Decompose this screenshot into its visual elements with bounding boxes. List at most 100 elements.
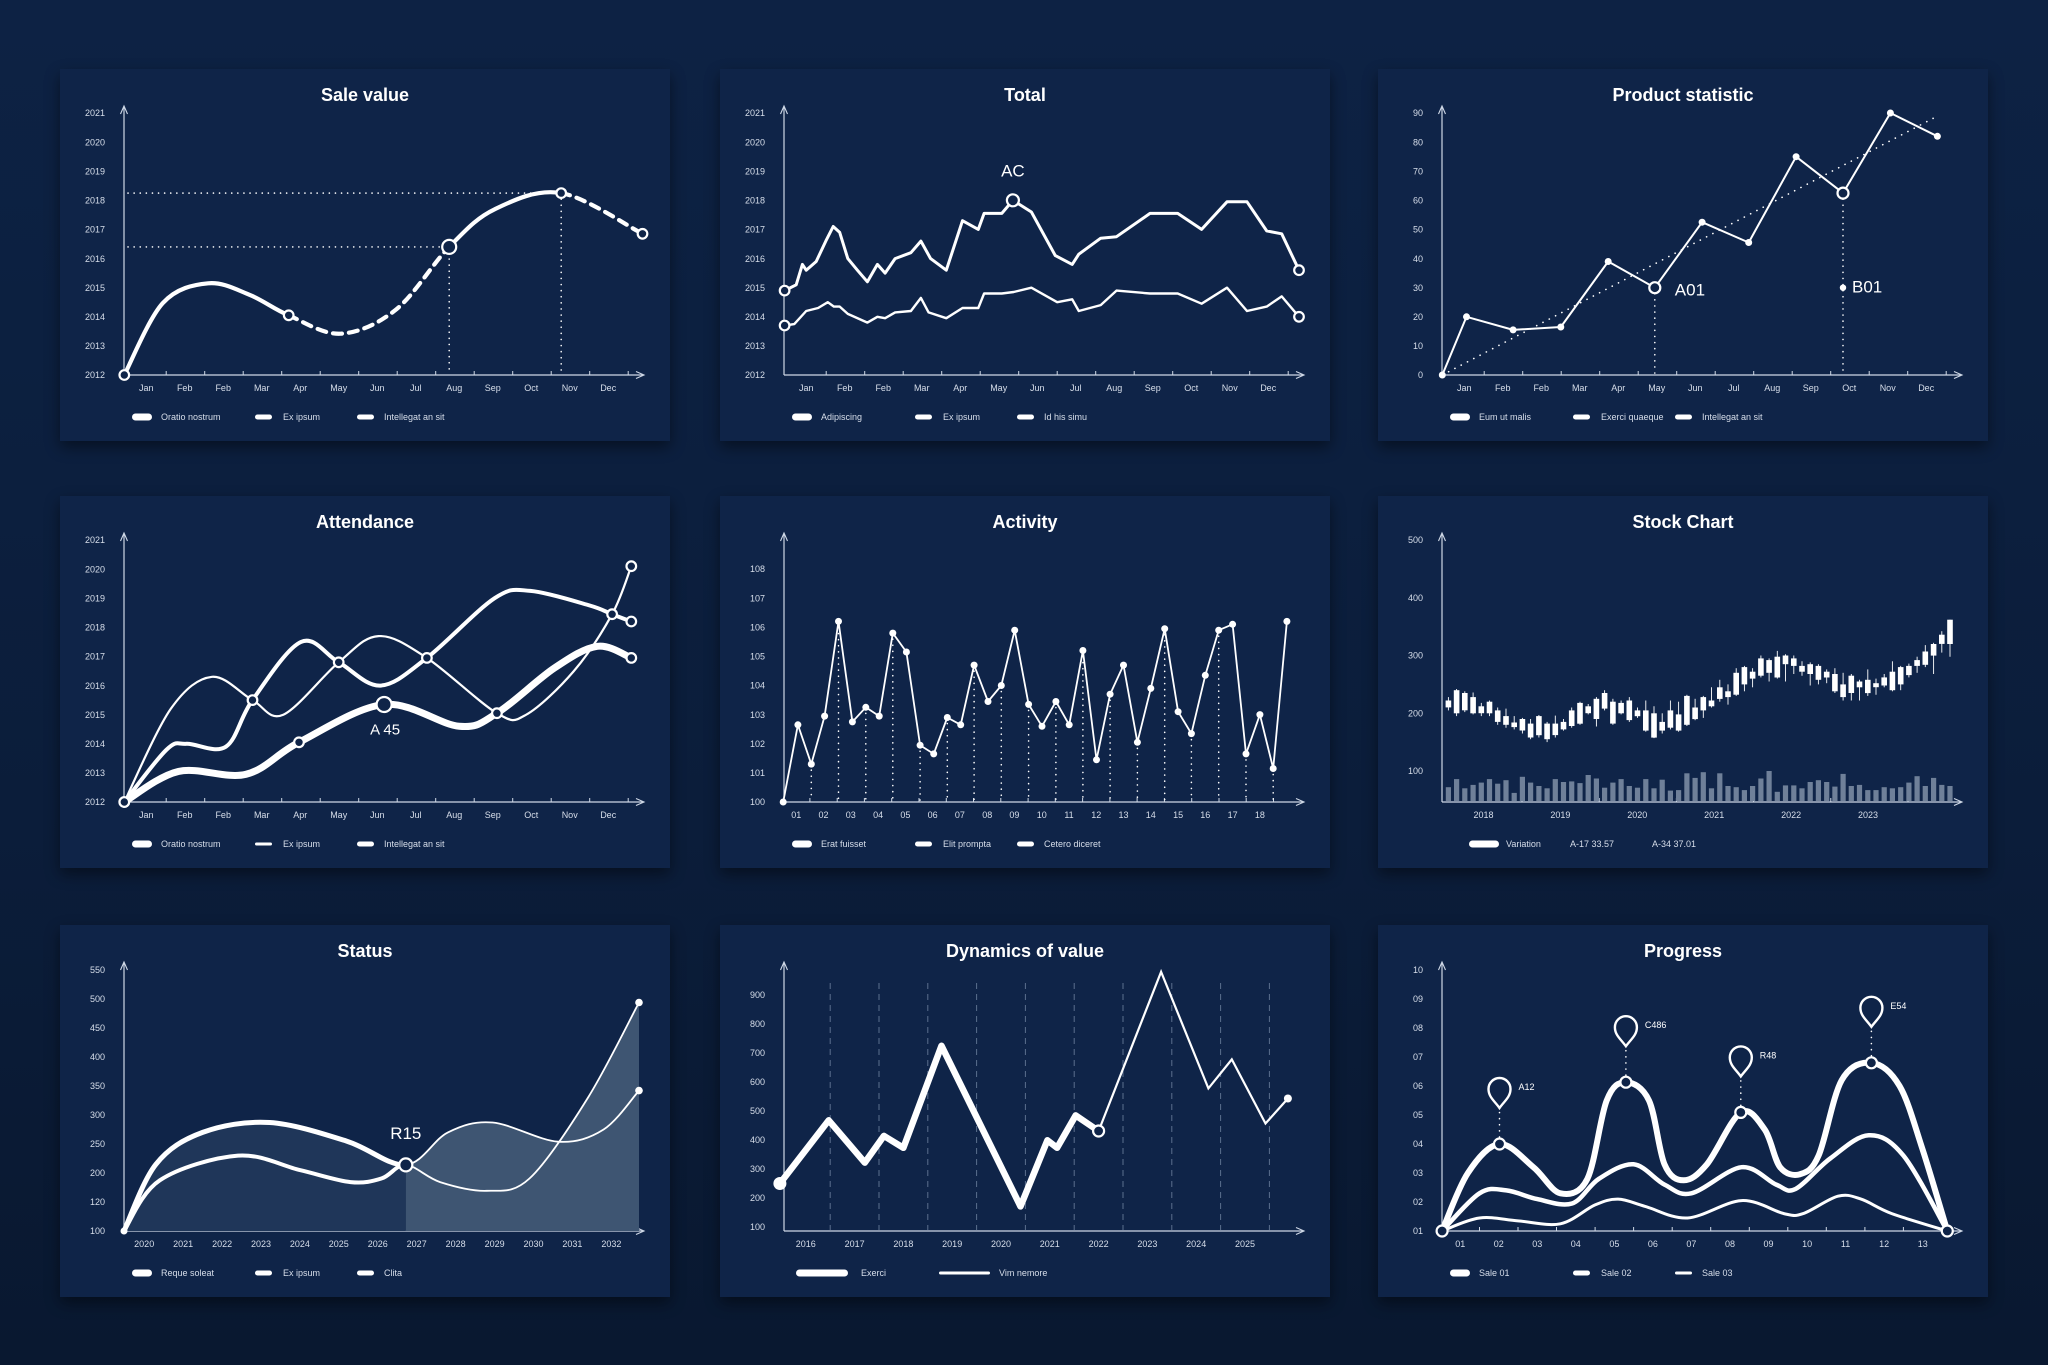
volume-bar [1585, 775, 1591, 801]
data-point [1438, 371, 1446, 379]
data-point [1133, 738, 1141, 746]
map-pin-icon [1613, 1015, 1639, 1049]
data-point [1242, 750, 1250, 758]
legend: Oratio nostrum Ex ipsum Intellegat an sit [132, 839, 445, 849]
y-tick-label: 400 [750, 1135, 765, 1145]
chart-panel-attendance: Attendance 2012 2013 2014 2015 2016 2017 2018 20… [60, 496, 670, 868]
x-tick-label: Jul [1070, 383, 1082, 393]
candle-body [1930, 644, 1937, 656]
x-tick-label: Feb [837, 383, 853, 393]
legend-label: Oratio nostrum [161, 412, 221, 422]
plot-area: R15 [120, 998, 643, 1235]
start-dot [773, 1177, 787, 1190]
candle-body [1832, 674, 1838, 692]
map-pin-icon [1728, 1045, 1754, 1079]
candle-body [1873, 683, 1879, 688]
chart-title: Stock Chart [1632, 512, 1733, 532]
candle-body [1758, 658, 1764, 676]
x-tick-label: Apr [1611, 383, 1625, 393]
legend-label: Sale 01 [1479, 1268, 1510, 1278]
candle-body [1725, 691, 1731, 698]
legend-label: Sale 02 [1601, 1268, 1632, 1278]
y-tick-label: 300 [1408, 651, 1423, 661]
volume-bar [1577, 783, 1583, 801]
volume-bar [1939, 784, 1945, 801]
volume-bar [1445, 787, 1451, 801]
data-marker [1293, 310, 1305, 323]
candle-body [1601, 693, 1608, 709]
data-point [1038, 722, 1046, 730]
data-marker [778, 284, 791, 297]
chart-title: Progress [1644, 941, 1722, 961]
candle-body [1634, 710, 1641, 717]
chart-title: Total [1004, 85, 1046, 105]
candle-body [1462, 693, 1468, 711]
volume-bar [1947, 786, 1953, 801]
y-tick-label: 104 [750, 681, 765, 691]
x-tick-label: Apr [293, 383, 307, 393]
x-tick-label: 2023 [1137, 1239, 1157, 1249]
volume-bar [1634, 787, 1641, 801]
legend: Reque soleat Ex ipsum Clita [132, 1268, 402, 1278]
x-tick-label: 13 [1918, 1239, 1928, 1249]
y-axis-arrow-icon [779, 531, 789, 542]
volume-bar [1799, 788, 1805, 801]
x-tick-label: Sep [485, 383, 501, 393]
data-marker [282, 309, 295, 322]
series-line [122, 587, 634, 804]
y-tick-label: 200 [750, 1193, 765, 1203]
legend-label: Variation [1506, 839, 1541, 849]
x-tick-label: 08 [1725, 1239, 1735, 1249]
y-tick-label: 350 [90, 1081, 105, 1091]
data-point [1557, 323, 1565, 331]
data-point [1011, 626, 1019, 634]
volume-bar [1840, 773, 1846, 801]
data-marker [332, 656, 345, 669]
data-point [875, 712, 883, 720]
data-point [1025, 700, 1033, 708]
y-tick-label: 2014 [745, 312, 765, 322]
y-tick-label: 400 [90, 1052, 105, 1062]
y-tick-label: 2015 [85, 710, 105, 720]
x-tick-label: Jan [139, 383, 154, 393]
x-tick-label: 09 [1763, 1239, 1773, 1249]
data-point [1147, 684, 1155, 692]
y-tick-label: 500 [90, 994, 105, 1004]
volume-bar [1881, 787, 1887, 801]
x-tick-label: 2020 [991, 1239, 1011, 1249]
candle-body [1453, 690, 1460, 714]
y-tick-label: 08 [1413, 1023, 1423, 1033]
x-tick-label: Jun [370, 810, 385, 820]
y-tick-label: 01 [1413, 1226, 1423, 1236]
legend-label: Adipiscing [821, 412, 862, 422]
volume-bar [1569, 781, 1575, 801]
y-tick-label: 2013 [85, 768, 105, 778]
y-tick-label: 120 [90, 1197, 105, 1207]
data-point [807, 760, 815, 768]
axes: 2012 2013 2014 2015 2016 2017 2018 2019 2020 2021… [85, 104, 646, 393]
legend-swatch [1675, 1271, 1692, 1275]
legend-swatch [915, 841, 932, 847]
y-tick-label: 04 [1413, 1139, 1423, 1149]
data-marker [606, 608, 618, 621]
series-line [122, 1153, 408, 1233]
annotation-label: AC [1001, 161, 1025, 180]
volume-bar [1470, 784, 1476, 801]
axes: 2012 2013 2014 2015 2016 2017 2018 2019 2020 2021… [745, 104, 1306, 393]
x-tick-label: Dec [600, 383, 617, 393]
legend-swatch [1450, 1269, 1470, 1277]
x-tick-label: 07 [955, 810, 965, 820]
trend-line [1441, 115, 1939, 376]
x-tick-label: 2020 [1627, 810, 1647, 820]
legend-swatch [939, 1271, 990, 1275]
x-tick-label: May [330, 810, 348, 820]
x-tick-label: Feb [177, 383, 193, 393]
candle-body [1692, 707, 1698, 720]
y-tick-label: 2017 [85, 225, 105, 235]
y-tick-label: 90 [1413, 108, 1423, 118]
legend-label: Clita [384, 1268, 402, 1278]
y-tick-label: 02 [1413, 1197, 1423, 1207]
candle-body [1733, 672, 1739, 695]
legend: Sale 01 Sale 02 Sale 03 [1450, 1268, 1733, 1278]
candle-body [1717, 687, 1723, 699]
